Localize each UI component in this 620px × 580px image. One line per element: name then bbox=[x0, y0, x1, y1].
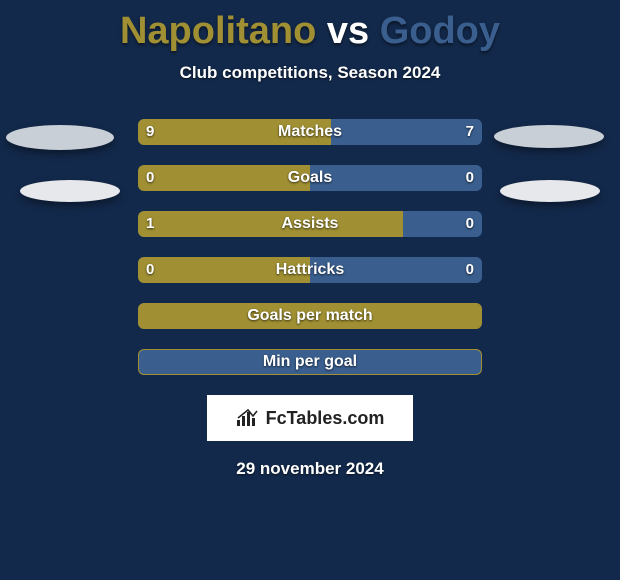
stat-value-right: 7 bbox=[466, 119, 474, 145]
bar-right bbox=[310, 257, 482, 283]
bar-track bbox=[138, 165, 482, 191]
stat-value-left: 0 bbox=[146, 257, 154, 283]
bar-track bbox=[138, 349, 482, 375]
comparison-title: Napolitano vs Godoy bbox=[0, 0, 620, 53]
stats-rows: Matches97Goals00Assists10Hattricks00Goal… bbox=[0, 119, 620, 377]
logo-box: FcTables.com bbox=[207, 395, 413, 441]
bar-right bbox=[310, 165, 482, 191]
bar-right bbox=[331, 119, 482, 145]
stat-row: Assists10 bbox=[0, 211, 620, 239]
bar-track bbox=[138, 211, 482, 237]
stat-value-left: 9 bbox=[146, 119, 154, 145]
stat-row: Min per goal bbox=[0, 349, 620, 377]
subtitle: Club competitions, Season 2024 bbox=[0, 63, 620, 83]
stat-row: Hattricks00 bbox=[0, 257, 620, 285]
date-text: 29 november 2024 bbox=[0, 459, 620, 479]
player1-name: Napolitano bbox=[120, 10, 316, 52]
stat-row: Goals00 bbox=[0, 165, 620, 193]
logo-text: FcTables.com bbox=[266, 408, 385, 429]
stat-row: Goals per match bbox=[0, 303, 620, 331]
stat-value-left: 0 bbox=[146, 165, 154, 191]
bar-left bbox=[138, 211, 403, 237]
bar-left bbox=[138, 119, 331, 145]
stat-row: Matches97 bbox=[0, 119, 620, 147]
stat-value-left: 1 bbox=[146, 211, 154, 237]
chart-icon bbox=[236, 408, 260, 428]
vs-text: vs bbox=[327, 10, 369, 52]
bar-track bbox=[138, 257, 482, 283]
stat-value-right: 0 bbox=[466, 165, 474, 191]
bar-left bbox=[138, 165, 310, 191]
player2-name: Godoy bbox=[380, 10, 500, 52]
bar-track bbox=[138, 119, 482, 145]
bar-left bbox=[138, 257, 310, 283]
stat-value-right: 0 bbox=[466, 211, 474, 237]
bar-track bbox=[138, 303, 482, 329]
stat-value-right: 0 bbox=[466, 257, 474, 283]
